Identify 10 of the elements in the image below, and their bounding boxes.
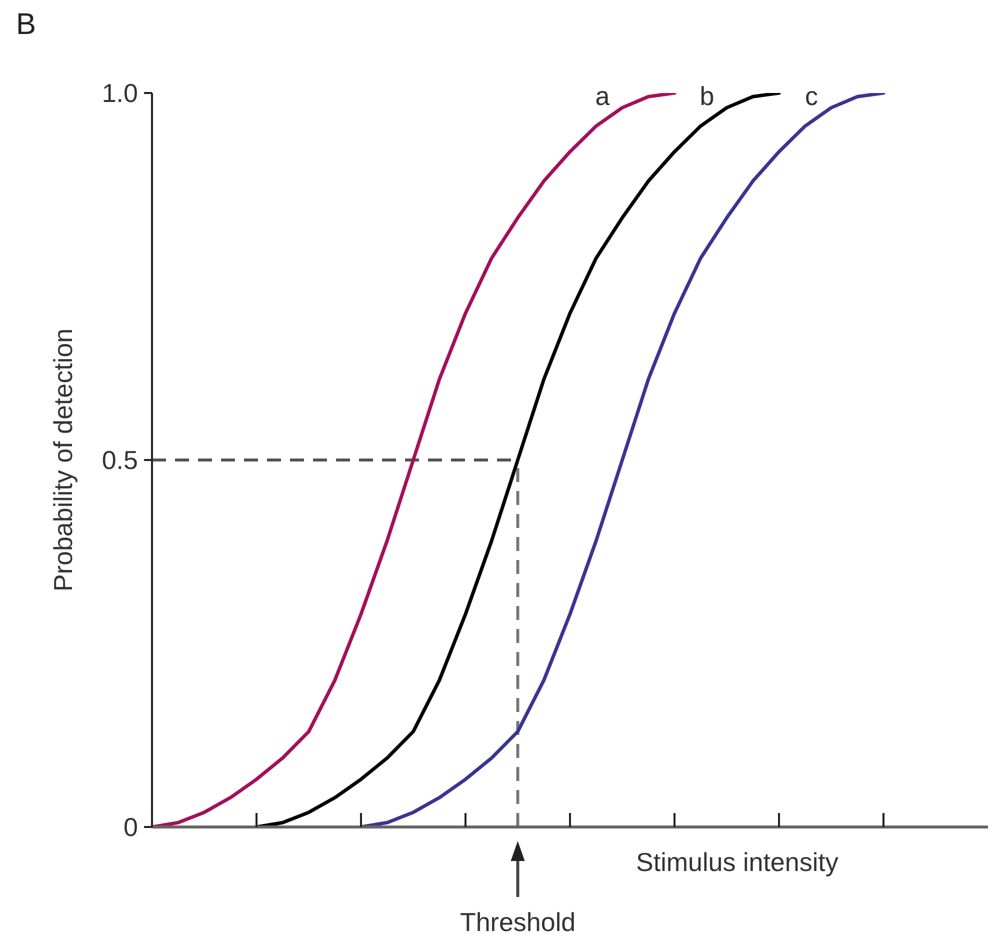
y-tick-label: 1.0 bbox=[102, 78, 138, 108]
y-tick-label: 0.5 bbox=[102, 445, 138, 475]
text: Threshold bbox=[460, 907, 576, 937]
x-axis-title: Stimulus intensity bbox=[636, 847, 838, 877]
chart-title: B bbox=[16, 8, 36, 42]
series-label: b bbox=[700, 81, 714, 111]
y-tick-label: 0 bbox=[124, 812, 138, 842]
series-label: c bbox=[805, 81, 818, 111]
y-axis-title: Probability of detection bbox=[48, 328, 78, 592]
series-label: a bbox=[595, 81, 610, 111]
